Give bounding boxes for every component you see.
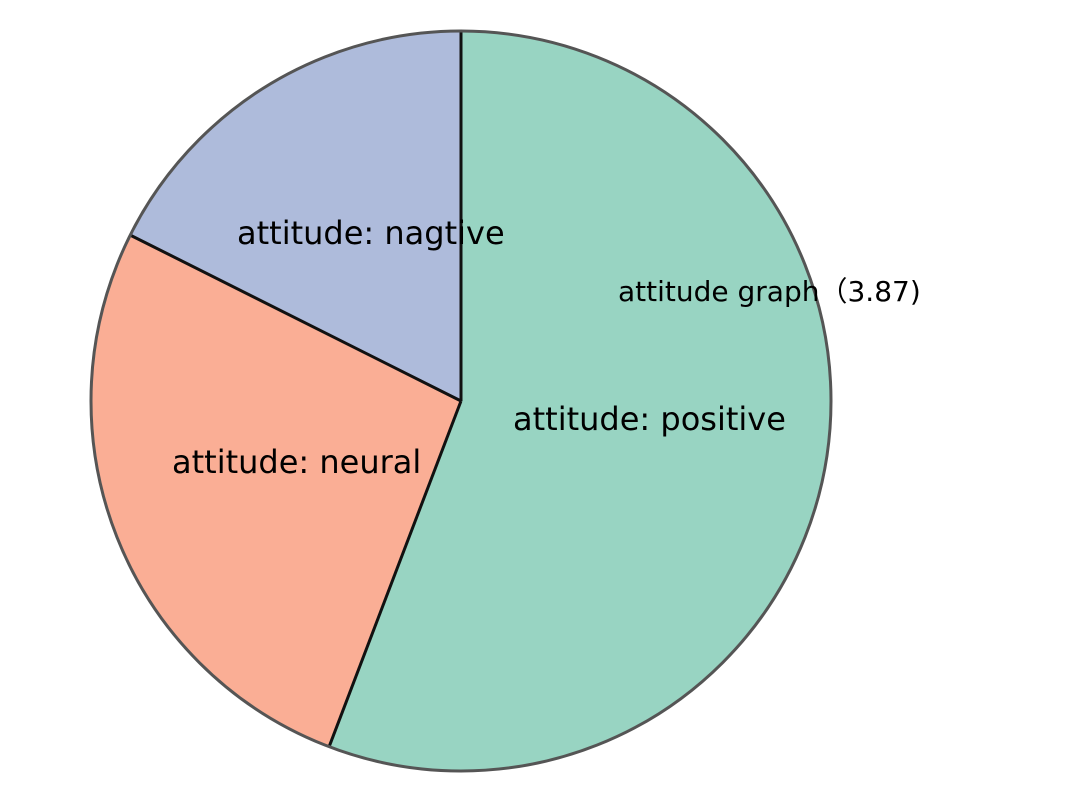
slice-border-line [129, 233, 462, 403]
slice-border-line [327, 400, 463, 748]
pie-slice-attitude-neural [90, 235, 462, 747]
pie-slice-attitude-positive [329, 31, 831, 771]
slice-label: attitude: neural [172, 443, 421, 481]
slice-label: attitude: nagtive [237, 214, 505, 252]
pie-slice-borders [129, 31, 463, 748]
pie-slices [90, 31, 831, 771]
pie-slice-attitude-nagtive [130, 31, 461, 401]
pie-labels: attitude: positive attitude: neural attitu… [172, 214, 786, 481]
slice-label: attitude: positive [513, 400, 786, 438]
pie-outline-circle [89, 29, 833, 773]
pie-outline [89, 29, 833, 773]
chart-title: attitude graph（3.87) [618, 275, 921, 308]
